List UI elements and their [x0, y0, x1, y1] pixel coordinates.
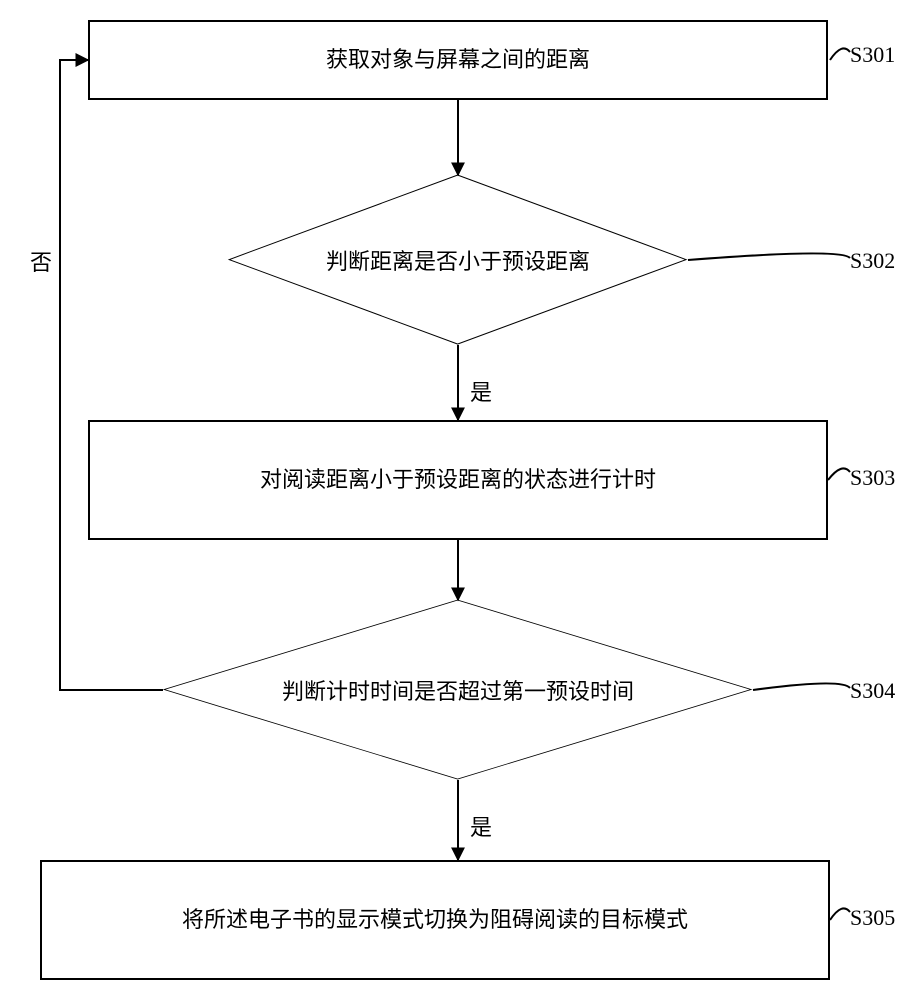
flow-node-s301: 获取对象与屏幕之间的距离	[88, 20, 828, 100]
step-label-l304: S304	[850, 678, 895, 704]
label-tick	[828, 468, 850, 480]
node-text: 获取对象与屏幕之间的距离	[326, 45, 590, 76]
flow-node-s305: 将所述电子书的显示模式切换为阻碍阅读的目标模式	[40, 860, 830, 980]
edge-label-no: 否	[30, 245, 52, 277]
step-label-l302: S302	[850, 248, 895, 274]
step-label-l303: S303	[850, 465, 895, 491]
edge-label-yes2: 是	[470, 810, 492, 842]
step-label-l305: S305	[850, 905, 895, 931]
node-text: 将所述电子书的显示模式切换为阻碍阅读的目标模式	[182, 905, 688, 936]
step-label-l301: S301	[850, 42, 895, 68]
label-tick	[830, 48, 850, 60]
label-tick	[830, 908, 850, 920]
label-tick	[753, 683, 850, 690]
label-tick	[688, 253, 850, 260]
edge	[60, 60, 163, 690]
flow-node-s302: 判断距离是否小于预设距离	[295, 97, 620, 422]
edge-label-yes1: 是	[470, 375, 492, 407]
flow-node-s304: 判断计时时间是否超过第一预设时间	[249, 481, 666, 898]
